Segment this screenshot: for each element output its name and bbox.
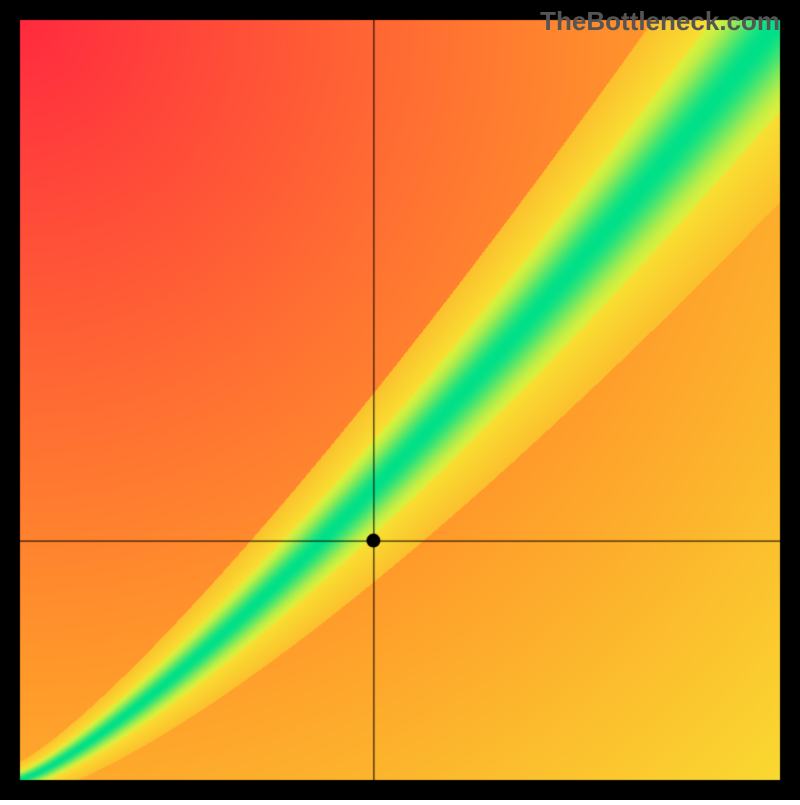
heatmap-canvas <box>0 0 800 800</box>
watermark-label: TheBottleneck.com <box>540 6 780 37</box>
bottleneck-heatmap <box>0 0 800 800</box>
